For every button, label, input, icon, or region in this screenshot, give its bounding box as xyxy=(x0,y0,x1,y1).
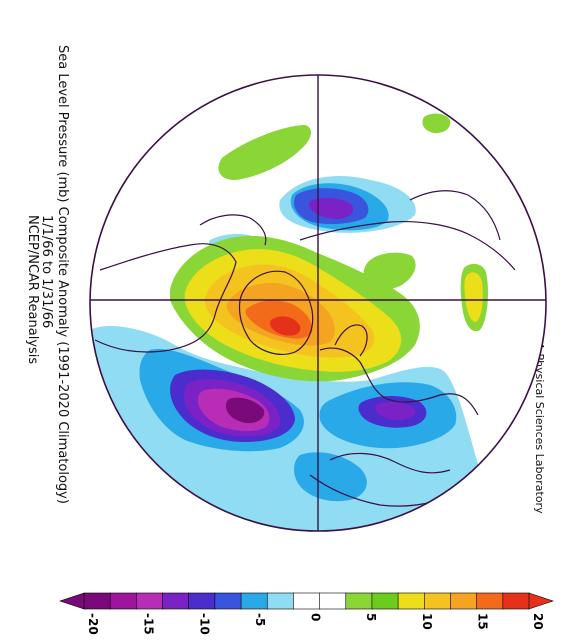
colorbar-tick-label: -10 xyxy=(197,613,211,635)
colorbar-tick-label: -15 xyxy=(142,613,156,635)
coastline-mediterranean xyxy=(329,452,451,474)
colorbar-swatch xyxy=(345,592,373,610)
colorbar-swatch xyxy=(188,592,216,610)
negative-anomaly-center xyxy=(226,397,265,424)
colorbar-tick-label: -5 xyxy=(253,613,267,626)
colorbar-swatch xyxy=(83,592,111,610)
colorbar-swatch xyxy=(214,592,242,610)
coastline-greenland xyxy=(238,270,314,355)
positive-anomaly-green-pacific xyxy=(218,125,312,180)
colorbar-swatch xyxy=(136,592,164,610)
coastline-north-america xyxy=(94,243,237,353)
colorbar-swatch xyxy=(397,592,425,610)
colorbar-swatch xyxy=(319,592,347,610)
negative-anomaly-siberia-core xyxy=(308,197,354,219)
colorbar-swatch xyxy=(371,592,399,610)
coastline-alaska xyxy=(199,214,267,246)
coastline-europe xyxy=(319,347,479,416)
coastline-asia-east xyxy=(409,190,501,241)
colorbar-tick-label: 20 xyxy=(531,613,545,630)
colorbar-tick-label: 10 xyxy=(420,613,434,630)
colorbar-swatch xyxy=(162,592,190,610)
colorbar-swatch xyxy=(476,592,504,610)
coastlines xyxy=(94,190,516,507)
colorbar-tick-label: 0 xyxy=(309,613,323,621)
colorbar-tick-label: -20 xyxy=(86,613,100,635)
positive-anomaly-yellow-east xyxy=(464,272,483,322)
colorbar-swatch xyxy=(502,592,530,610)
colorbar-swatch xyxy=(293,592,321,610)
negative-anomaly-europe-inner xyxy=(374,401,416,421)
colorbar-swatch xyxy=(423,592,452,610)
positive-anomaly-green-asia xyxy=(363,252,416,290)
colorbar-arrow-high xyxy=(528,592,554,610)
map-border xyxy=(89,74,547,532)
colorbar-swatch xyxy=(450,592,478,610)
positive-anomaly-green-small xyxy=(422,113,451,134)
coastline-scandinavia xyxy=(334,324,368,357)
colorbar-swatch xyxy=(266,592,295,610)
colorbar-tick-label: 15 xyxy=(475,613,489,630)
colorbar-arrow-low xyxy=(59,592,85,610)
coastline-eurasia-north xyxy=(299,221,516,271)
colorbar-swatch xyxy=(240,592,268,610)
positive-anomaly-peak xyxy=(270,316,301,336)
colorbar-swatch xyxy=(109,592,138,610)
negative-anomaly-medium-south xyxy=(294,452,367,502)
colorbar-tick-label: 5 xyxy=(364,613,378,621)
colorbar: -20 -15 -10 -5 0 5 10 15 20 xyxy=(59,592,554,635)
